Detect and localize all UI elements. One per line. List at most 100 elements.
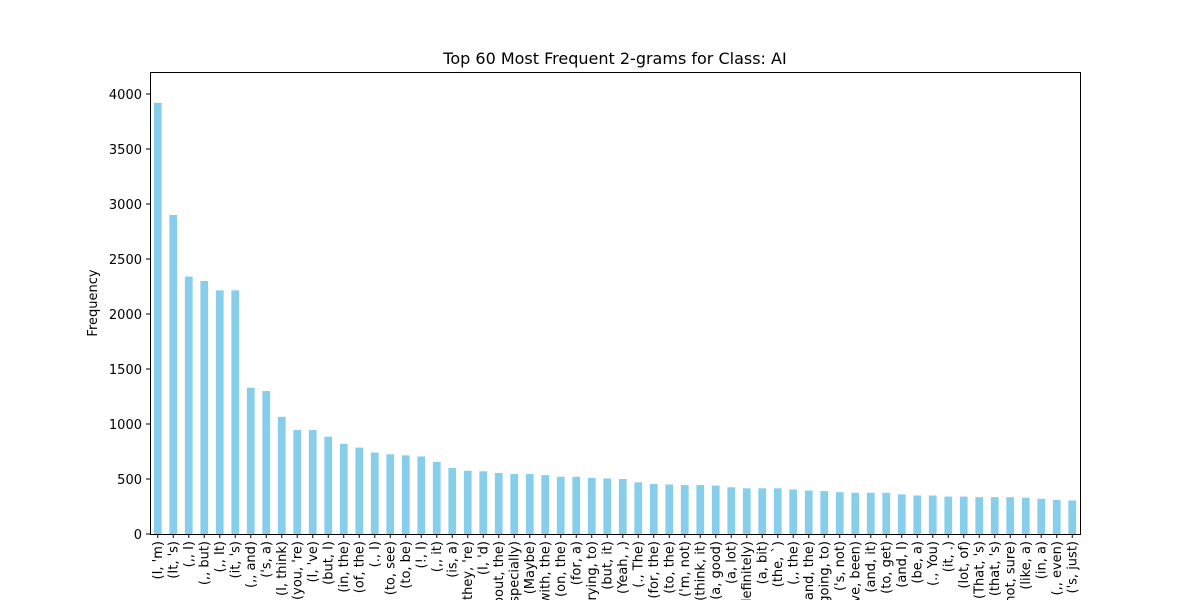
x-tick-label: (., I): [368, 541, 383, 567]
bar: [370, 452, 379, 534]
bar: [835, 492, 844, 534]
x-tick-label: (of, the): [352, 541, 367, 593]
bar: [277, 416, 286, 534]
x-tick-label: (for, a): [569, 541, 584, 585]
x-tick-label: (,, the): [786, 541, 801, 585]
bar: [851, 492, 860, 534]
bar: [494, 472, 503, 534]
bar: [913, 495, 922, 534]
y-tick-label: 1000: [109, 418, 142, 433]
y-tick-label: 3000: [109, 198, 142, 213]
bar: [711, 485, 720, 534]
bar: [1021, 497, 1030, 534]
bar: [804, 490, 813, 534]
bar: [680, 485, 689, 534]
bar: [463, 470, 472, 534]
y-tick-label: 1500: [109, 363, 142, 378]
bar: [200, 281, 209, 534]
x-tick-label: (that, 's): [988, 541, 1003, 596]
x-tick-label: (a, bit): [755, 541, 770, 584]
bar: [866, 492, 875, 534]
bar: [417, 456, 426, 534]
y-tick-label: 500: [117, 473, 142, 488]
bar: [169, 215, 178, 534]
bar: [308, 430, 317, 534]
x-tick-label: (lot, of): [957, 541, 972, 589]
x-tick-label: (,, and): [244, 541, 259, 588]
x-tick-label: (it, .): [941, 541, 956, 572]
x-tick-label: (a, lot): [724, 541, 739, 584]
x-tick-label: (and, it): [864, 541, 879, 593]
x-tick-label: (I, 'm): [151, 541, 166, 579]
x-tick-label: (Maybe): [523, 541, 538, 594]
bar: [401, 455, 410, 534]
y-tick-label: 4000: [109, 88, 142, 103]
x-tick-label: (with, the): [538, 541, 553, 600]
bar: [789, 489, 798, 534]
bar: [603, 478, 612, 534]
x-tick-label: ('s, just): [1065, 541, 1080, 593]
x-tick-label: (trying, to): [585, 541, 600, 600]
bar: [184, 276, 193, 534]
x-tick-label: (., The): [631, 541, 646, 588]
bar: [1006, 497, 1015, 534]
bar: [975, 497, 984, 534]
bar: [262, 391, 271, 534]
x-tick-label: (you, 're): [290, 541, 305, 600]
bar: [324, 436, 333, 534]
bar: [215, 290, 224, 534]
x-tick-label: (going, to): [817, 541, 832, 600]
x-tick-label: (but, I): [321, 541, 336, 585]
x-tick-label: (especially): [507, 541, 522, 600]
x-tick-label: (I, 'd): [476, 541, 491, 575]
chart-title: Top 60 Most Frequent 2-grams for Class: …: [442, 49, 786, 68]
bar: [758, 488, 767, 534]
x-tick-label: ('s, a): [259, 541, 274, 578]
x-tick-label: (and, I): [895, 541, 910, 588]
x-tick-label: (It, 's): [166, 541, 181, 579]
x-tick-label: (for, the): [647, 541, 662, 599]
x-tick-label: (Yeah, ,): [616, 541, 631, 594]
x-tick-label: (,, it): [430, 541, 445, 572]
y-tick-label: 0: [134, 528, 142, 543]
bar: [665, 484, 674, 534]
bar: [479, 471, 488, 534]
bar: [727, 487, 736, 534]
x-tick-label: (definitely): [740, 541, 755, 600]
x-tick-label: (on, the): [554, 541, 569, 597]
plot-frame: [150, 72, 1081, 535]
bar: [649, 483, 658, 534]
x-tick-label: (!, I): [414, 541, 429, 568]
x-tick-label: (in, a): [1034, 541, 1049, 579]
x-ticks-group: (I, 'm) (It, 's) (,, I) (,, but) (,, It) (it,…: [151, 534, 1080, 600]
x-tick-label: (about, the): [492, 541, 507, 600]
bar: [1037, 498, 1046, 534]
x-tick-label: (to, get): [879, 541, 894, 594]
x-tick-label: (I, 've): [306, 541, 321, 583]
x-tick-label: (That, 's): [972, 541, 987, 599]
x-tick-label: (in, the): [337, 541, 352, 593]
bar: [990, 497, 999, 534]
bar: [355, 447, 364, 534]
bar: [510, 474, 519, 534]
bar: [339, 443, 348, 534]
x-tick-label: (,, I): [182, 541, 197, 567]
bar: [1052, 499, 1061, 534]
x-tick-label: (be, a): [910, 541, 925, 584]
bar: [634, 482, 643, 534]
bar: [897, 494, 906, 534]
bar: [293, 430, 302, 534]
x-tick-label: (they, 're): [461, 541, 476, 600]
bar: [618, 479, 627, 534]
x-tick-label: ('s, not): [833, 541, 848, 591]
bar: [572, 476, 581, 534]
x-tick-label: (not, sure): [1003, 541, 1018, 600]
x-tick-label: (to, be): [399, 541, 414, 589]
y-tick-label: 2500: [109, 253, 142, 268]
y-tick-label: 3500: [109, 143, 142, 158]
bar: [773, 488, 782, 534]
x-tick-label: (,, even): [1050, 541, 1065, 595]
bar: [587, 477, 596, 534]
y-tick-label: 2000: [109, 308, 142, 323]
